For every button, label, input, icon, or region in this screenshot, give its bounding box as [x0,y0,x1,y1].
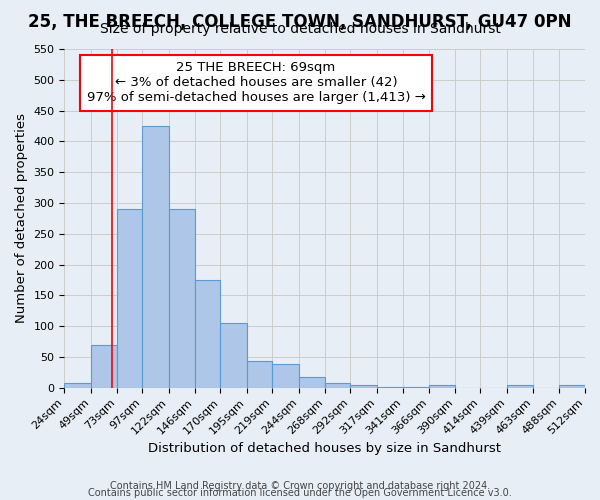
Bar [194,280,220,388]
Bar [142,126,169,388]
Bar [169,209,194,388]
Bar [350,386,377,388]
Bar [559,386,585,388]
Bar [64,383,91,388]
Text: Contains public sector information licensed under the Open Government Licence v3: Contains public sector information licen… [88,488,512,498]
Bar [403,387,429,388]
Bar [377,386,403,388]
Text: Size of property relative to detached houses in Sandhurst: Size of property relative to detached ho… [100,22,500,36]
Y-axis label: Number of detached properties: Number of detached properties [15,114,28,324]
Text: Contains HM Land Registry data © Crown copyright and database right 2024.: Contains HM Land Registry data © Crown c… [110,481,490,491]
Bar [299,376,325,388]
Text: 25, THE BREECH, COLLEGE TOWN, SANDHURST, GU47 0PN: 25, THE BREECH, COLLEGE TOWN, SANDHURST,… [28,12,572,30]
Bar [116,209,142,388]
Bar [507,386,533,388]
Bar [91,344,116,388]
Bar [220,323,247,388]
X-axis label: Distribution of detached houses by size in Sandhurst: Distribution of detached houses by size … [148,442,501,455]
Bar [247,362,272,388]
Text: 25 THE BREECH: 69sqm
← 3% of detached houses are smaller (42)
97% of semi-detach: 25 THE BREECH: 69sqm ← 3% of detached ho… [86,62,425,104]
Bar [325,383,350,388]
Bar [429,386,455,388]
Bar [272,364,299,388]
